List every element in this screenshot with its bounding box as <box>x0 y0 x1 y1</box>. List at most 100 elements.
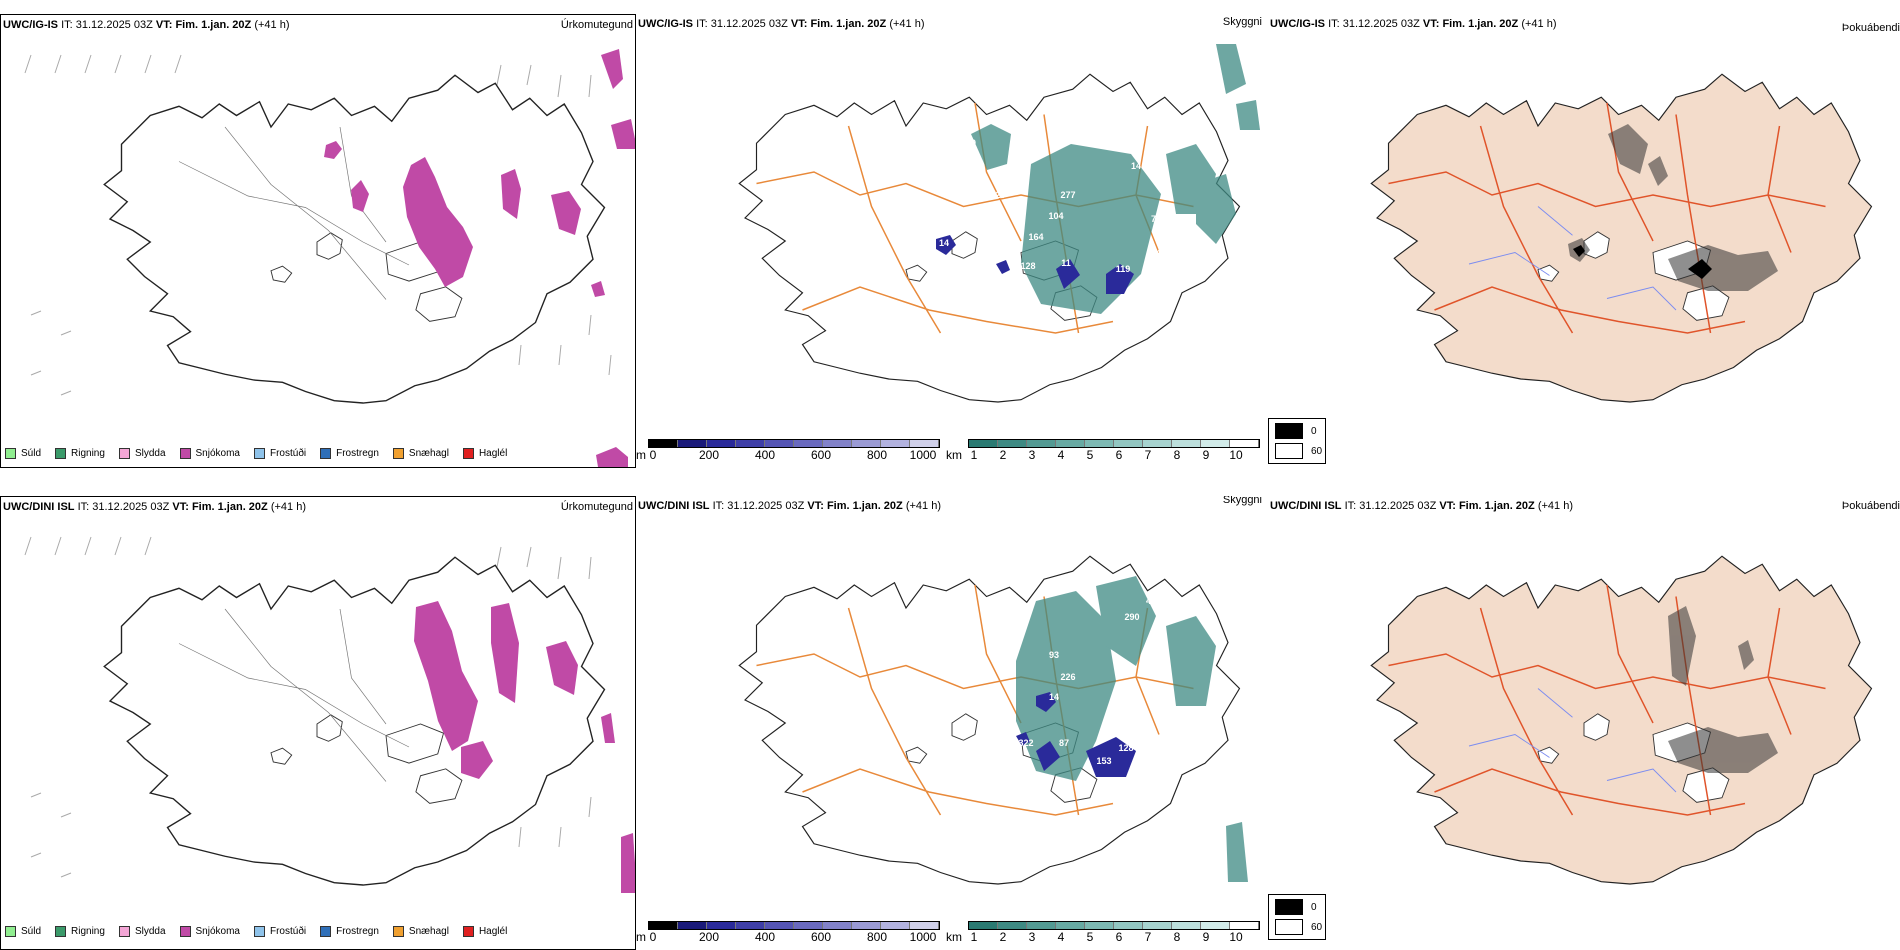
legend-item: Slydda <box>118 926 166 937</box>
legend-item: Snæhagl <box>392 448 449 459</box>
colorbar-tick: 400 <box>754 930 776 944</box>
legend-label: Frostúði <box>269 926 307 937</box>
colorbar-tick: 9 <box>1202 448 1210 462</box>
cloud-panel-row2: UWC/DINI ISL IT: 31.12.2025 03Z VT: Fim.… <box>636 496 1268 950</box>
colorbar-tick: 400 <box>754 448 776 462</box>
cloud-number: 14 <box>1049 692 1059 702</box>
cloud-number: 104 <box>1048 211 1063 221</box>
colorbar-tick: 2 <box>999 930 1007 944</box>
legend-label: Súld <box>21 926 42 937</box>
colorbar-tick: 9 <box>1202 930 1210 944</box>
colorbar-strip <box>968 439 1260 448</box>
fog-legend: 0 60 <box>1268 894 1326 940</box>
panel-header: UWC/IG-IS IT: 31.12.2025 03Z VT: Fim. 1.… <box>3 19 290 31</box>
legend-swatch <box>1275 423 1303 439</box>
cloud-panel-row1: UWC/IG-IS IT: 31.12.2025 03Z VT: Fim. 1.… <box>636 14 1268 468</box>
panel-header: UWC/DINI ISL IT: 31.12.2025 03Z VT: Fim.… <box>3 501 306 513</box>
cloud-number: 320 <box>990 190 1005 200</box>
legend-swatch-snow-grains <box>392 926 404 937</box>
fog-panel-row2: UWC/DINI ISL IT: 31.12.2025 03Z VT: Fim.… <box>1268 496 1900 950</box>
colorbar-tick: 5 <box>1086 448 1094 462</box>
colorbar-tick: 7 <box>1144 448 1152 462</box>
colorbar-tick: 3 <box>1028 930 1036 944</box>
precip-legend: Súld Rigning Slydda Snjókoma Frostúði Fr… <box>5 448 521 459</box>
colorbar-tick: 2 <box>999 448 1007 462</box>
panel-title: Skyggni <box>1222 496 1262 506</box>
colorbar-tick: 5 <box>1086 930 1094 944</box>
legend-swatch-freezing-drizzle <box>253 926 265 937</box>
legend-swatch-rain <box>55 448 67 459</box>
panel-header: UWC/DINI ISL IT: 31.12.2025 03Z VT: Fim.… <box>1270 500 1573 512</box>
legend-swatch-drizzle <box>5 926 16 937</box>
colorbar-strip <box>968 921 1260 930</box>
cloud-number: 290 <box>1124 612 1139 622</box>
colorbar-unit: m <box>636 930 646 944</box>
cloud-number: 26 <box>1003 250 1013 260</box>
legend-label: 60 <box>1311 921 1323 933</box>
colorbar-tick: 0 <box>649 930 657 944</box>
cloud-number: 164 <box>1028 232 1043 242</box>
cloud-number: 73 <box>1151 214 1161 224</box>
legend-swatch-snow <box>179 926 191 937</box>
colorbar-tick: 7 <box>1144 930 1152 944</box>
precip-panel-row1: UWC/IG-IS IT: 31.12.2025 03Z VT: Fim. 1.… <box>0 14 636 468</box>
legend-item: 60 <box>1275 919 1322 935</box>
cloud-number: 64 <box>1151 248 1161 258</box>
legend-item: 60 <box>1275 443 1322 459</box>
colorbar-unit: m <box>636 448 646 462</box>
legend-swatch-hail <box>462 448 474 459</box>
panel-header: UWC/IG-IS IT: 31.12.2025 03Z VT: Fim. 1.… <box>638 18 925 30</box>
legend-label: Snæhagl <box>408 448 449 459</box>
visibility-colorbar: km 1 2 3 4 5 6 7 8 9 10 <box>946 921 1266 949</box>
cloud-number: 322 <box>1018 738 1033 748</box>
legend-item: 0 <box>1275 423 1317 439</box>
cloud-number: 153 <box>1096 756 1111 766</box>
legend-item: Súld <box>5 448 41 459</box>
legend-label: 0 <box>1311 425 1317 437</box>
legend-swatch-sleet <box>118 448 130 459</box>
colorbar-tick: 1000 <box>909 448 937 462</box>
colorbar-tick: 1 <box>970 448 978 462</box>
legend-label: Frostregn <box>336 926 379 937</box>
fog-panel-row1: UWC/IG-IS IT: 31.12.2025 03Z VT: Fim. 1.… <box>1268 14 1900 468</box>
legend-item: Rigning <box>55 926 105 937</box>
colorbar-tick: 0 <box>649 448 657 462</box>
legend-item: Haglél <box>462 926 507 937</box>
cloud-number: 87 <box>1059 738 1069 748</box>
legend-swatch <box>1275 899 1303 915</box>
legend-swatch-freezing-rain <box>320 448 332 459</box>
legend-label: Rigning <box>71 448 105 459</box>
legend-label: 60 <box>1311 445 1323 457</box>
legend-item: Rigning <box>55 448 105 459</box>
panel-title: Skyggni <box>1222 16 1262 28</box>
colorbar-tick: 8 <box>1173 448 1181 462</box>
legend-swatch-snow <box>179 448 191 459</box>
cloud-number: 14 <box>1131 161 1141 171</box>
legend-swatch <box>1275 443 1303 459</box>
legend-label: Súld <box>21 448 42 459</box>
colorbar-tick: 8 <box>1173 930 1181 944</box>
cloud-number: 226 <box>1060 672 1075 682</box>
legend-swatch-snow-grains <box>392 448 404 459</box>
legend-label: Slydda <box>134 448 166 459</box>
cloud-number: 119 <box>1116 264 1131 274</box>
legend-item: Snjókoma <box>179 448 240 459</box>
legend-item: Frostregn <box>320 448 379 459</box>
cloud-numbers-row2: 93 226 290 14 322 87 153 128 57 41 53 <box>1018 596 1161 766</box>
cloud-number: 41 <box>1146 596 1156 606</box>
cloud-number: 11 <box>1061 258 1071 268</box>
panel-title: Þokuábendi <box>1841 500 1900 512</box>
legend-label: Snjókoma <box>195 926 240 937</box>
colorbar-tick: 200 <box>698 448 720 462</box>
precip-map <box>24 536 635 893</box>
legend-swatch-sleet <box>118 926 130 937</box>
colorbar-tick: 10 <box>1229 448 1243 462</box>
legend-item: Frostúði <box>253 448 306 459</box>
colorbar-unit: km <box>946 930 962 944</box>
legend-label: Rigning <box>71 926 105 937</box>
panel-header: UWC/DINI ISL IT: 31.12.2025 03Z VT: Fim.… <box>638 500 941 512</box>
cloud-number: 53 <box>1113 716 1123 726</box>
legend-label: Haglél <box>478 448 508 459</box>
legend-swatch-drizzle <box>5 448 16 459</box>
precip-map <box>24 49 635 467</box>
